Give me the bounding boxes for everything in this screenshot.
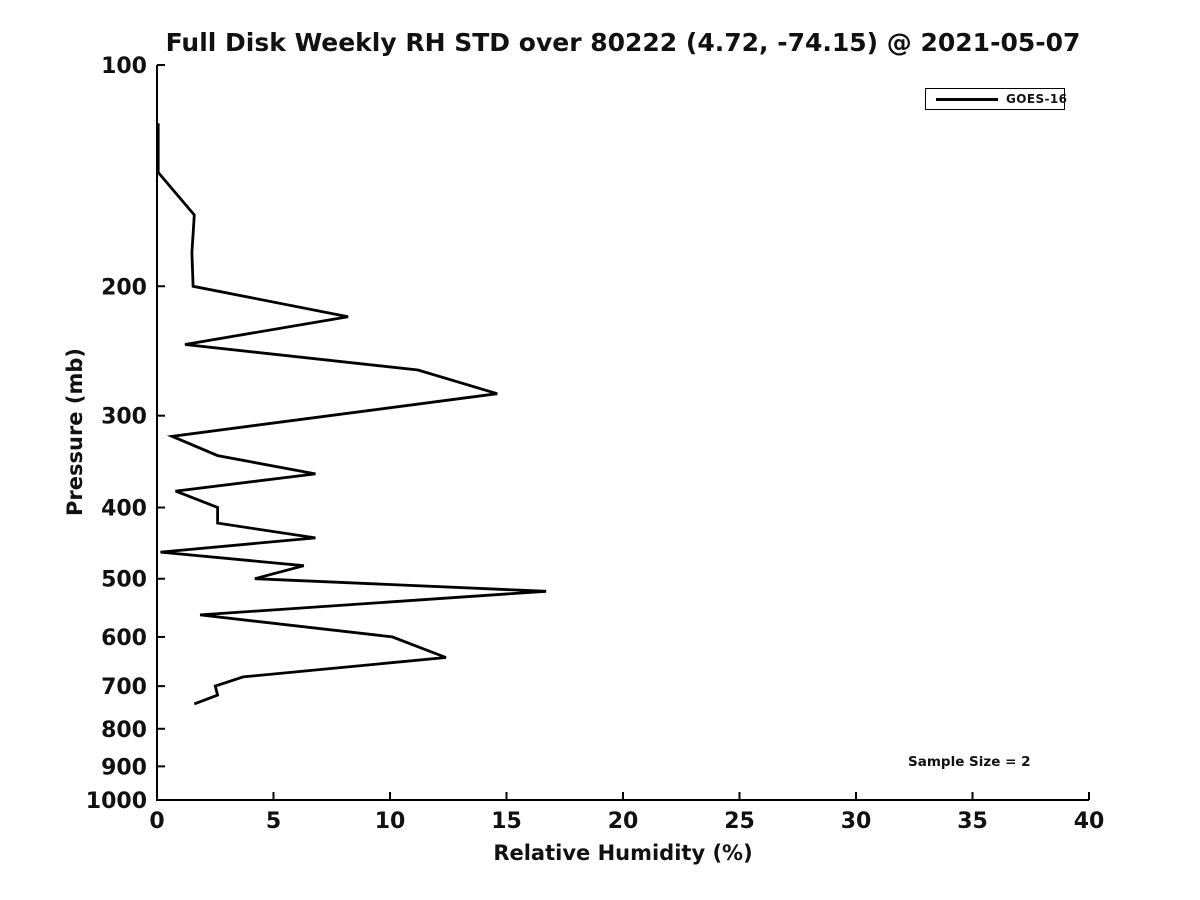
legend: GOES-16 (925, 88, 1068, 110)
x-tick-label: 30 (841, 809, 872, 834)
legend-label: GOES-16 (1006, 92, 1068, 106)
y-tick-label: 300 (101, 405, 147, 430)
x-tick-label: 0 (149, 809, 164, 834)
x-tick-label: 10 (375, 809, 406, 834)
y-axis-label: Pressure (mb) (63, 348, 87, 516)
y-tick-label: 700 (101, 675, 147, 700)
y-tick-label: 200 (101, 275, 147, 300)
x-tick-label: 25 (724, 809, 755, 834)
y-tick-label: 100 (101, 54, 147, 79)
y-tick-label: 1000 (86, 789, 147, 814)
chart-title: Full Disk Weekly RH STD over 80222 (4.72… (165, 28, 1081, 57)
legend-line-sample-icon (936, 97, 998, 101)
y-tick-label: 900 (101, 755, 147, 780)
x-axis-label: Relative Humidity (%) (493, 841, 753, 865)
sample-size-annotation: Sample Size = 2 (908, 754, 1031, 770)
x-tick-label: 40 (1074, 809, 1105, 834)
x-tick-label: 15 (491, 809, 522, 834)
x-tick-label: 20 (608, 809, 639, 834)
y-tick-label: 800 (101, 718, 147, 743)
rh-std-series-line (156, 123, 547, 706)
y-tick-label: 500 (101, 568, 147, 593)
y-tick-label: 600 (101, 626, 147, 651)
x-tick-label: 35 (957, 809, 988, 834)
x-tick-label: 5 (266, 809, 281, 834)
y-tick-label: 400 (101, 497, 147, 522)
